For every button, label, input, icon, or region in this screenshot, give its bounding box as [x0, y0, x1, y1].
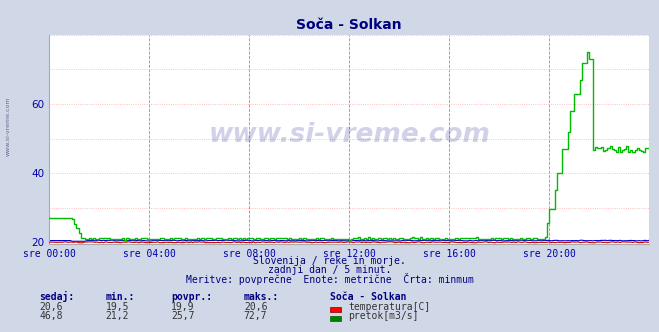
Text: www.si-vreme.com: www.si-vreme.com: [208, 122, 490, 148]
Title: Soča - Solkan: Soča - Solkan: [297, 18, 402, 32]
Text: 25,7: 25,7: [171, 311, 195, 321]
Text: Slovenija / reke in morje.: Slovenija / reke in morje.: [253, 256, 406, 266]
Text: Soča - Solkan: Soča - Solkan: [330, 292, 406, 302]
Text: 19,5: 19,5: [105, 302, 129, 312]
Text: pretok[m3/s]: pretok[m3/s]: [348, 311, 418, 321]
Text: 20,6: 20,6: [244, 302, 268, 312]
Text: temperatura[C]: temperatura[C]: [348, 302, 430, 312]
Text: sedaj:: sedaj:: [40, 291, 74, 302]
Text: povpr.:: povpr.:: [171, 292, 212, 302]
Text: Meritve: povprečne  Enote: metrične  Črta: minmum: Meritve: povprečne Enote: metrične Črta:…: [186, 273, 473, 285]
Text: 19,9: 19,9: [171, 302, 195, 312]
Text: 72,7: 72,7: [244, 311, 268, 321]
Text: 46,8: 46,8: [40, 311, 63, 321]
Text: maks.:: maks.:: [244, 292, 279, 302]
Text: 20,6: 20,6: [40, 302, 63, 312]
Text: min.:: min.:: [105, 292, 135, 302]
Text: 21,2: 21,2: [105, 311, 129, 321]
Text: zadnji dan / 5 minut.: zadnji dan / 5 minut.: [268, 265, 391, 275]
Text: www.si-vreme.com: www.si-vreme.com: [5, 96, 11, 156]
